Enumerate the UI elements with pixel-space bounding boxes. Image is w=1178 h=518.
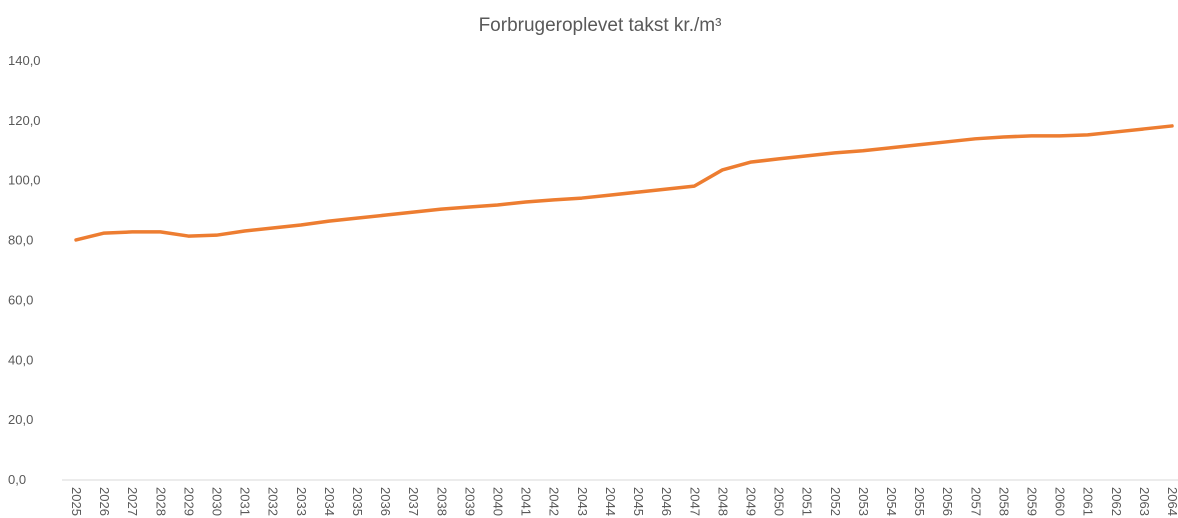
x-tick-label: 2060 xyxy=(1053,487,1068,516)
y-tick-label: 20,0 xyxy=(8,412,33,427)
x-tick-label: 2042 xyxy=(547,487,562,516)
y-tick-label: 140,0 xyxy=(8,53,41,68)
x-tick-label: 2035 xyxy=(350,487,365,516)
x-tick-label: 2027 xyxy=(125,487,140,516)
data-line xyxy=(74,124,1174,242)
x-tick-label: 2038 xyxy=(434,487,449,516)
x-tick-label: 2051 xyxy=(800,487,815,516)
x-tick-label: 2037 xyxy=(406,487,421,516)
x-tick-label: 2052 xyxy=(828,487,843,516)
x-tick-label: 2034 xyxy=(322,487,337,516)
x-tick-label: 2058 xyxy=(996,487,1011,516)
y-tick-label: 80,0 xyxy=(8,233,33,248)
x-tick-label: 2047 xyxy=(687,487,702,516)
y-tick-label: 60,0 xyxy=(8,292,33,307)
x-tick-label: 2031 xyxy=(238,487,253,516)
x-tick-label: 2046 xyxy=(659,487,674,516)
x-tick-label: 2049 xyxy=(743,487,758,516)
x-tick-label: 2040 xyxy=(491,487,506,516)
x-tick-label: 2061 xyxy=(1081,487,1096,516)
x-tick-label: 2063 xyxy=(1137,487,1152,516)
x-tick-label: 2044 xyxy=(603,487,618,516)
chart-title: Forbrugeroplevet takst kr./m³ xyxy=(479,15,722,36)
x-tick-label: 2057 xyxy=(968,487,983,516)
x-tick-label: 2033 xyxy=(294,487,309,516)
x-tick-label: 2048 xyxy=(715,487,730,516)
x-tick-label: 2041 xyxy=(519,487,534,516)
x-tick-label: 2055 xyxy=(912,487,927,516)
y-tick-label: 40,0 xyxy=(8,352,33,367)
x-tick-label: 2039 xyxy=(462,487,477,516)
x-tick-label: 2026 xyxy=(97,487,112,516)
x-tick-label: 2053 xyxy=(856,487,871,516)
x-tick-label: 2064 xyxy=(1165,487,1178,516)
x-tick-label: 2028 xyxy=(153,487,168,516)
x-tick-label: 2045 xyxy=(631,487,646,516)
y-tick-label: 0,0 xyxy=(8,472,26,487)
x-tick-label: 2029 xyxy=(181,487,196,516)
x-tick-label: 2050 xyxy=(772,487,787,516)
x-tick-label: 2043 xyxy=(575,487,590,516)
x-tick-label: 2056 xyxy=(940,487,955,516)
x-tick-label: 2030 xyxy=(210,487,225,516)
x-tick-label: 2036 xyxy=(378,487,393,516)
y-tick-label: 120,0 xyxy=(8,113,41,128)
x-tick-label: 2059 xyxy=(1024,487,1039,516)
x-tick-label: 2025 xyxy=(69,487,84,516)
y-tick-label: 100,0 xyxy=(8,173,41,188)
x-tick-label: 2032 xyxy=(266,487,281,516)
x-tick-label: 2054 xyxy=(884,487,899,516)
x-tick-label: 2062 xyxy=(1109,487,1124,516)
